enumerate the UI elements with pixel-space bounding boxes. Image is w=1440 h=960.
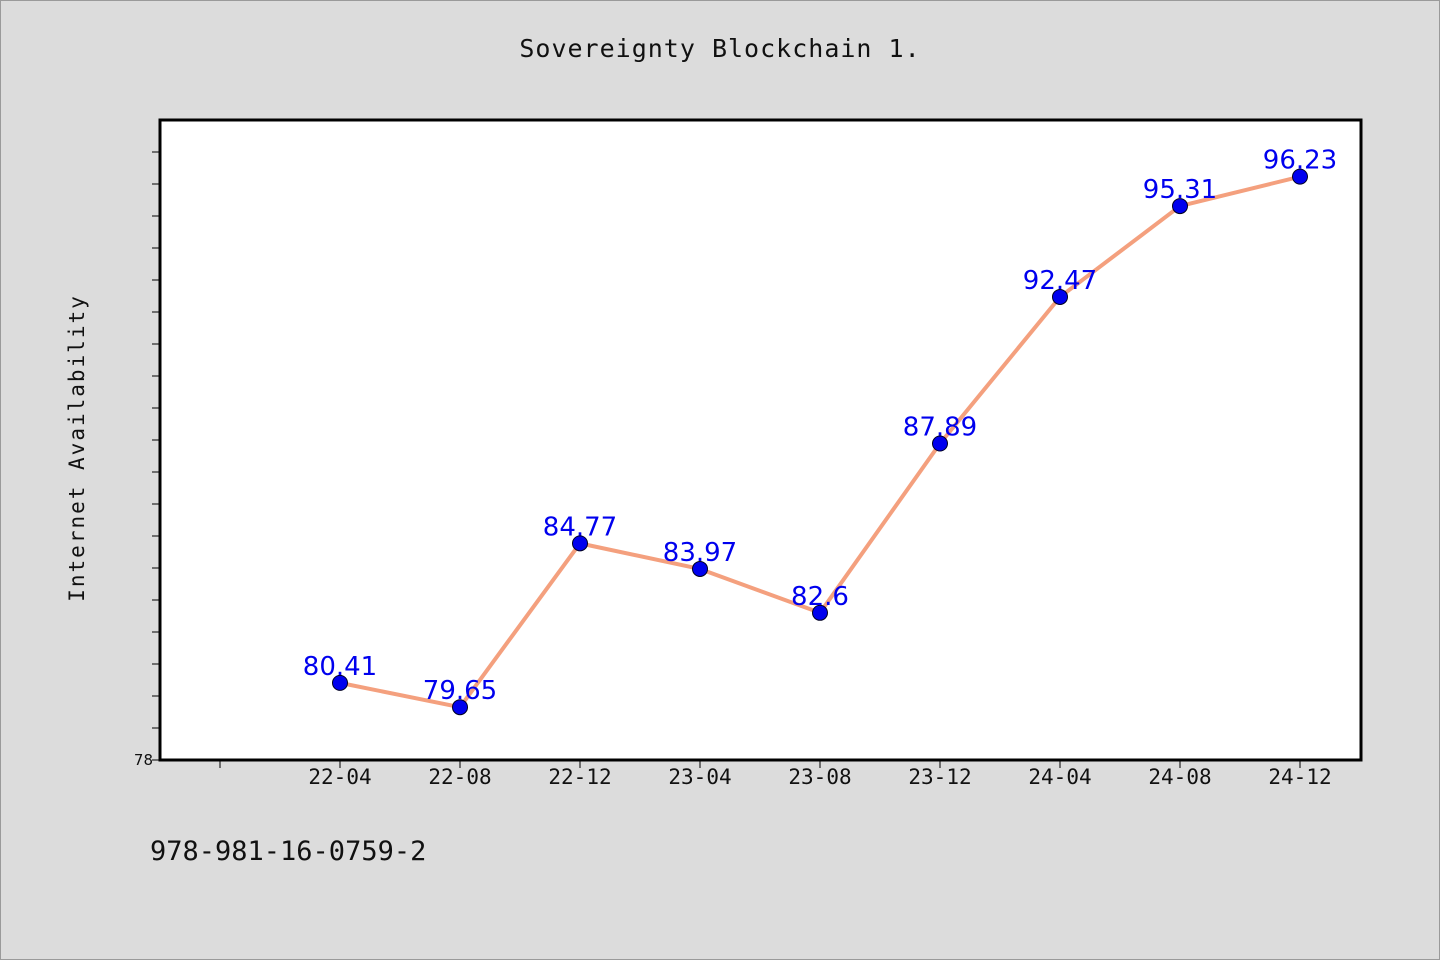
y-tick-label: 78	[134, 751, 153, 769]
x-tick-label: 23-04	[668, 765, 731, 789]
x-axis-ticks: 22-04 22-08 22-12 23-04 23-08 23-12 24-04 24-08…	[219, 760, 1332, 789]
x-tick-label: 22-04	[308, 765, 371, 789]
data-point	[932, 435, 948, 452]
x-tick-label: 22-08	[428, 765, 491, 789]
x-tick-label: 23-08	[788, 765, 851, 789]
x-tick-label: 24-08	[1148, 765, 1211, 789]
data-label: 95.31	[1143, 175, 1217, 205]
data-point	[812, 604, 828, 621]
x-tick-label: 24-12	[1268, 765, 1331, 789]
data-point	[332, 674, 348, 691]
data-label: 80.41	[303, 652, 377, 682]
footnote: 978-981-16-0759-2	[150, 836, 427, 867]
data-label: 84.77	[543, 512, 617, 542]
data-label: 96.23	[1263, 146, 1337, 176]
data-label: 87.89	[903, 413, 977, 443]
data-label: 92.47	[1023, 266, 1097, 296]
data-label: 83.97	[663, 538, 737, 568]
data-label: 82.6	[791, 582, 849, 612]
data-label: 79.65	[423, 676, 497, 706]
data-point	[1172, 198, 1188, 215]
plot-area	[158, 118, 1363, 762]
y-axis-ticks: 78	[134, 151, 160, 769]
chart-title: Sovereignty Blockchain 1.	[519, 34, 921, 63]
series-layer: 80.41 79.65 84.77 83.97 82.6 87.89 92.47 95.31 9…	[303, 146, 1337, 716]
data-point	[1292, 168, 1308, 185]
data-point	[572, 535, 588, 552]
data-point	[1052, 288, 1068, 305]
data-point	[692, 560, 708, 577]
data-point	[452, 699, 468, 716]
x-tick-label: 23-12	[908, 765, 971, 789]
x-tick-label: 22-12	[548, 765, 611, 789]
x-tick-label: 24-04	[1028, 765, 1091, 789]
